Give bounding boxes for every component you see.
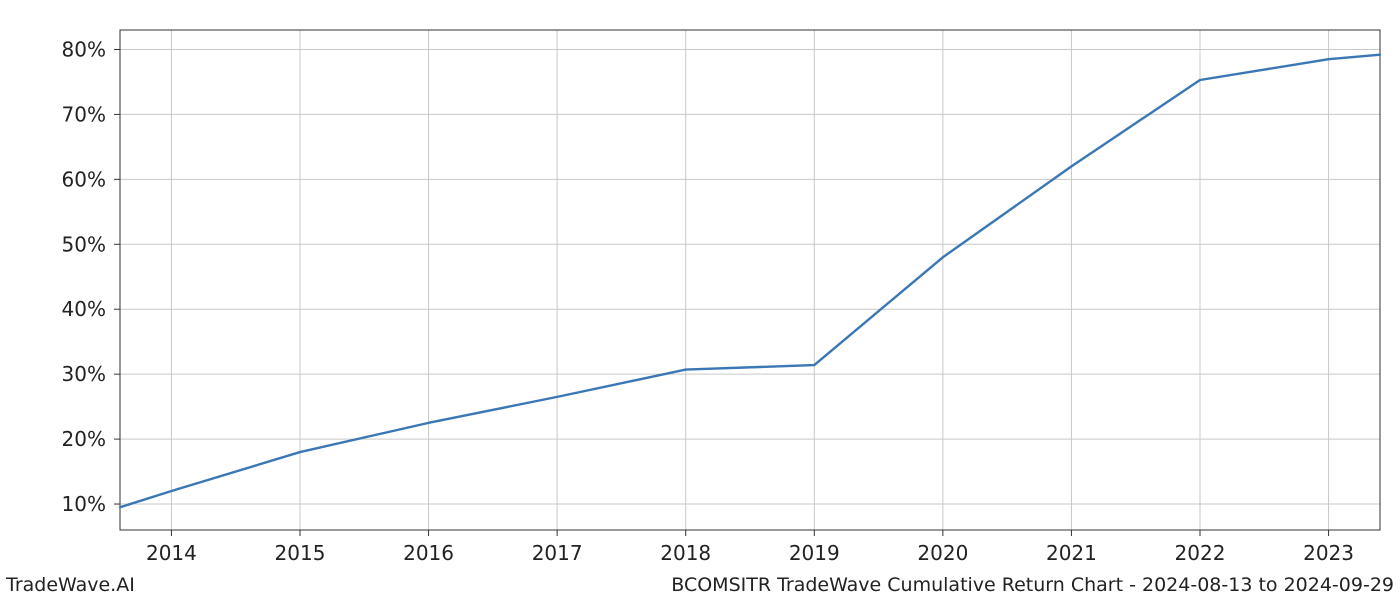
- line-chart: 2014 2015 2016 2017 2018 2019 2020 2021 2022 2023…: [0, 0, 1400, 600]
- y-tick-label: 80%: [62, 37, 106, 61]
- x-tick-label: 2015: [275, 541, 326, 565]
- y-tick-label: 20%: [62, 427, 106, 451]
- x-tick-label: 2023: [1303, 541, 1354, 565]
- y-tick-label: 10%: [62, 492, 106, 516]
- footer-left-label: TradeWave.AI: [6, 574, 135, 596]
- y-tick-label: 30%: [62, 362, 106, 386]
- x-tick-label: 2017: [532, 541, 583, 565]
- x-tick-label: 2016: [403, 541, 454, 565]
- y-tick-label: 50%: [62, 232, 106, 256]
- footer-right-label: BCOMSITR TradeWave Cumulative Return Cha…: [671, 574, 1394, 596]
- y-tick-label: 60%: [62, 167, 106, 191]
- chart-container: 2014 2015 2016 2017 2018 2019 2020 2021 2022 2023…: [0, 0, 1400, 600]
- x-tick-label: 2019: [789, 541, 840, 565]
- y-tick-label: 40%: [62, 297, 106, 321]
- x-tick-label: 2014: [146, 541, 197, 565]
- x-tick-label: 2020: [917, 541, 968, 565]
- x-tick-label: 2022: [1175, 541, 1226, 565]
- x-tick-label: 2018: [660, 541, 711, 565]
- x-tick-label: 2021: [1046, 541, 1097, 565]
- y-tick-label: 70%: [62, 102, 106, 126]
